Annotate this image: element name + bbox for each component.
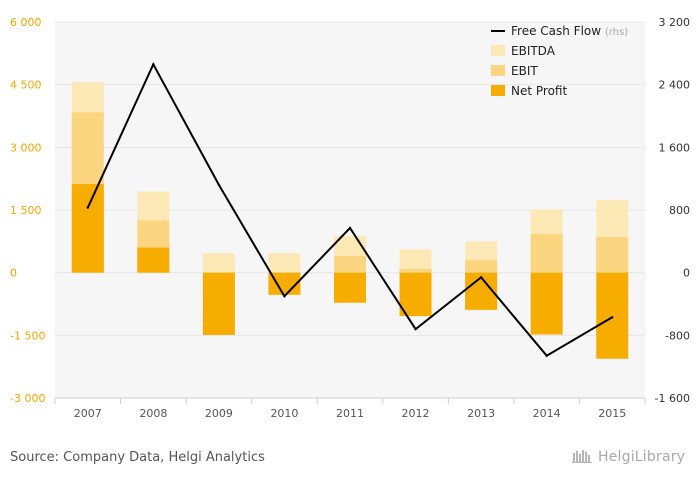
x-axis-tick-label: 2009	[205, 407, 233, 420]
right-axis-tick-label: -800	[665, 329, 690, 342]
legend-swatch-net-profit	[491, 85, 505, 96]
left-axis-tick-label: 4 500	[10, 79, 42, 92]
bar-ebitda	[399, 249, 432, 273]
left-axis-tick-label: 1 500	[10, 204, 42, 217]
bar-ebitda	[202, 253, 235, 273]
bar-ebit	[399, 268, 432, 273]
right-axis-tick-label: 0	[683, 267, 690, 280]
left-axis-tick-label: 0	[10, 267, 17, 280]
right-axis-tick-label: 3 200	[659, 16, 691, 29]
legend-label-net-profit: Net Profit	[511, 84, 567, 98]
x-axis-tick-label: 2008	[139, 407, 167, 420]
logo-text: HelgiLibrary	[598, 449, 686, 465]
legend-label-free-cash-flow: Free Cash Flow (rhs)	[511, 24, 628, 38]
helgi-library-logo: HelgiLibrary	[572, 449, 685, 465]
bar-ebit	[465, 260, 498, 273]
bar-net-profit	[71, 184, 104, 273]
bar-net-profit	[137, 247, 170, 273]
x-axis-tick-label: 2013	[467, 407, 495, 420]
left-axis-tick-label: 6 000	[10, 16, 42, 29]
legend-label-rhs: (rhs)	[605, 27, 628, 38]
x-axis-tick-label: 2014	[533, 407, 561, 420]
left-axis-tick-label: -3 000	[10, 392, 45, 405]
point-free-cash-flow	[283, 294, 286, 298]
x-axis-tick-label: 2015	[598, 407, 626, 420]
bar-ebit	[530, 233, 563, 273]
bar-ebitda	[268, 253, 301, 273]
point-free-cash-flow	[86, 206, 89, 209]
bar-net-profit	[530, 272, 563, 335]
point-free-cash-flow	[414, 327, 417, 331]
legend-swatch-ebitda	[491, 45, 505, 56]
left-axis-tick-label: 3 000	[10, 141, 42, 154]
bar-net-profit	[202, 272, 235, 335]
x-axis-tick-label: 2010	[270, 407, 298, 420]
bar-ebit	[596, 237, 629, 273]
bar-net-profit	[399, 272, 432, 317]
source-note: Source: Company Data, Helgi Analytics	[10, 450, 265, 465]
point-free-cash-flow	[479, 276, 483, 279]
point-free-cash-flow	[152, 63, 155, 66]
point-free-cash-flow	[611, 316, 614, 319]
combo-chart: -3 000 -1 500 0 1 500 3 000 4 500 6 000 -1 600 -…	[10, 16, 691, 420]
library-icon	[572, 450, 592, 463]
legend-swatch-ebit	[491, 65, 505, 76]
right-axis-tick-label: 1 600	[659, 141, 691, 154]
point-free-cash-flow	[217, 183, 221, 187]
x-axis-tick-label: 2012	[402, 407, 430, 420]
point-free-cash-flow	[545, 354, 548, 357]
bar-net-profit	[596, 272, 629, 359]
point-free-cash-flow	[348, 226, 352, 230]
legend-label-ebit: EBIT	[511, 64, 538, 78]
left-axis-tick-label: -1 500	[10, 329, 45, 342]
x-axis-tick-label: 2011	[336, 407, 364, 420]
bar-net-profit	[334, 272, 366, 303]
legend-label-ebitda: EBITDA	[511, 44, 556, 58]
x-axis-tick-label: 2007	[74, 407, 102, 420]
right-axis-tick-label: -1 600	[655, 392, 690, 405]
bar-ebit	[334, 255, 366, 273]
right-axis-tick-label: 800	[669, 204, 690, 217]
right-axis-tick-label: 2 400	[659, 79, 691, 92]
